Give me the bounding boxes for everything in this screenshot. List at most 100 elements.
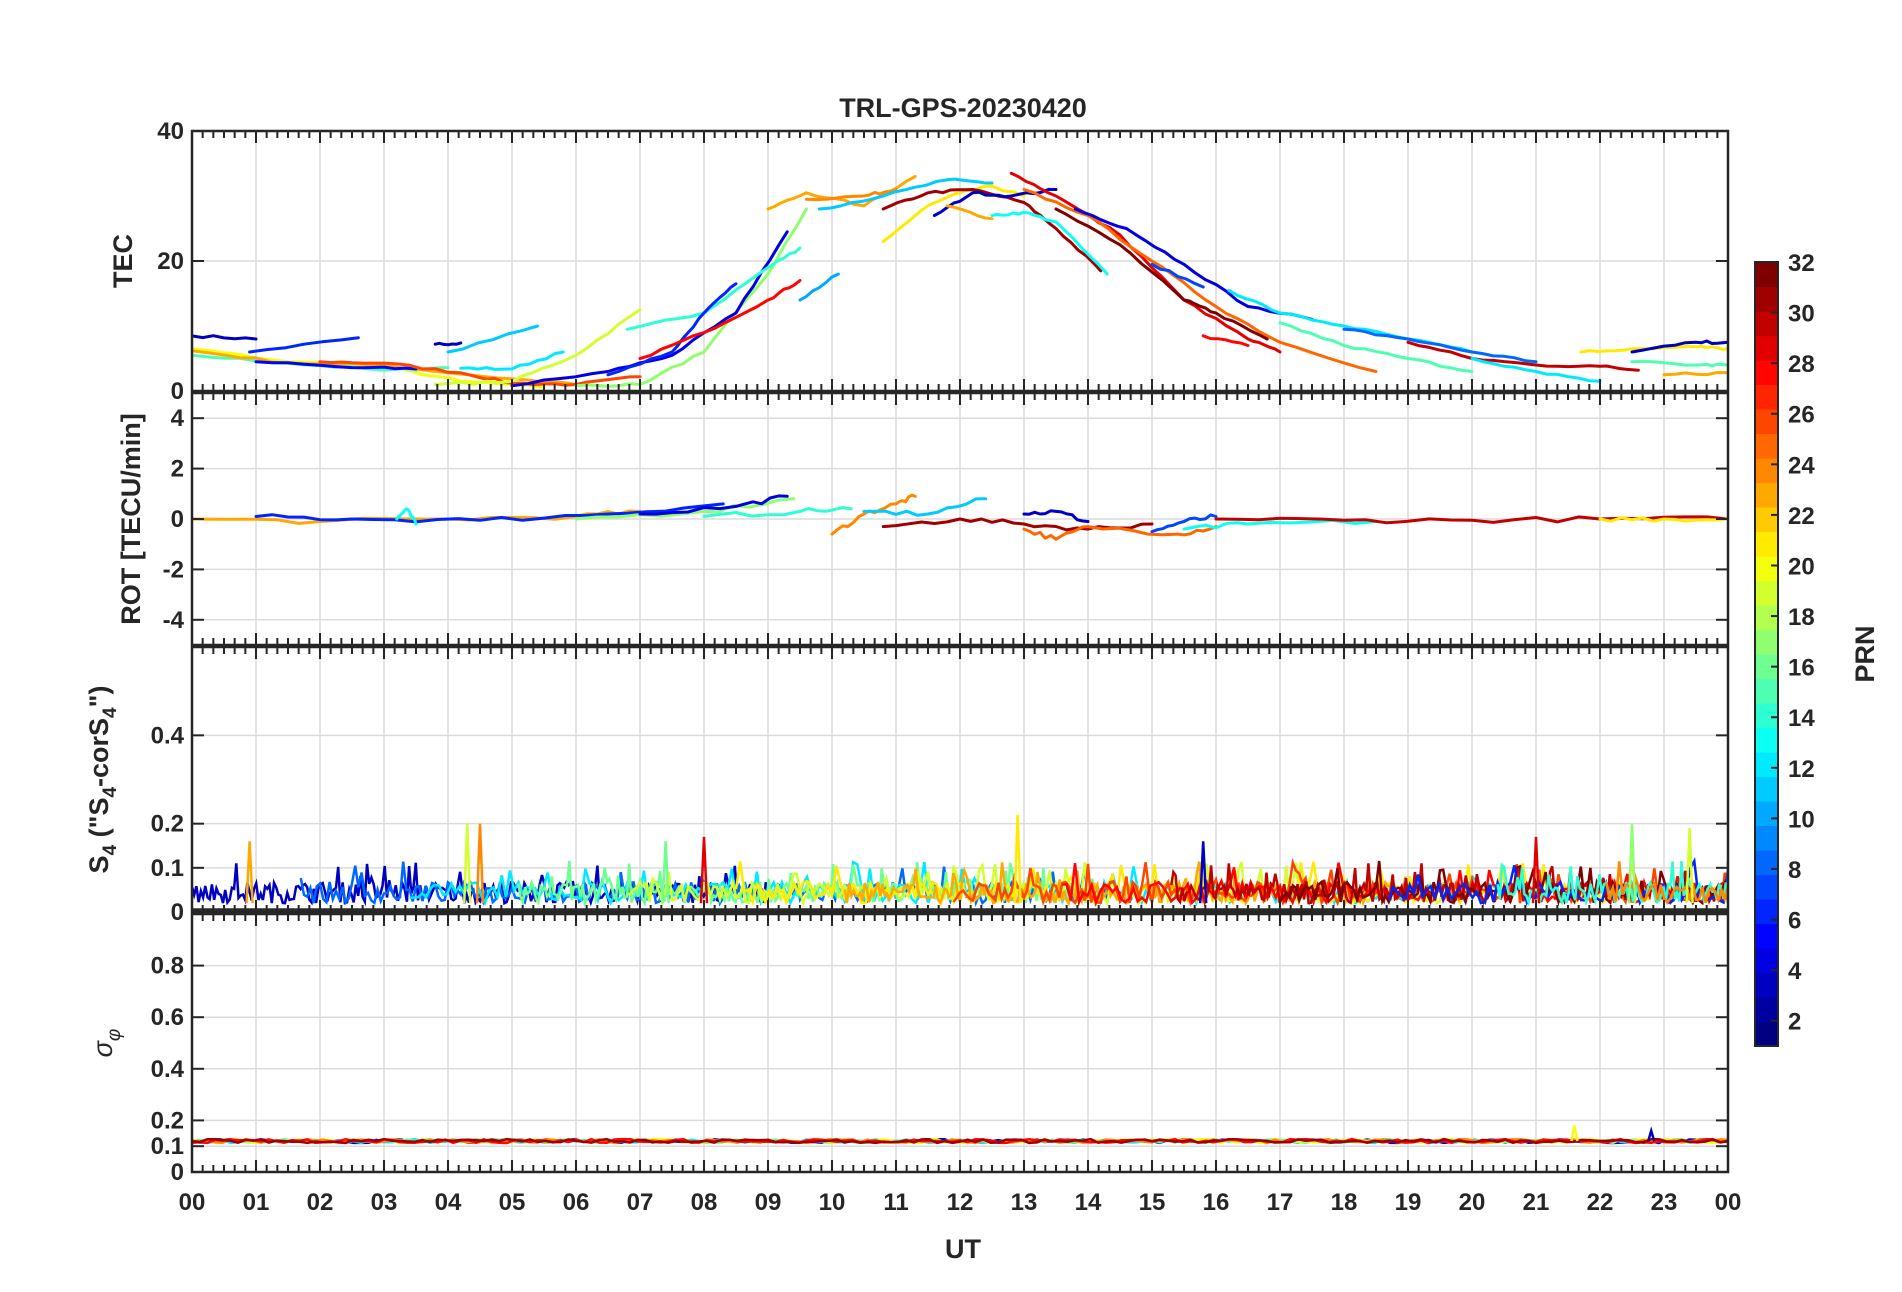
series-line-prn-32: [1054, 207, 1269, 341]
colorbar-band: [1755, 580, 1778, 606]
x-tick-label: 01: [243, 1189, 270, 1216]
colorbar-band: [1755, 360, 1778, 386]
panel-1: 0 20 40 TEC: [108, 118, 1730, 405]
series-line-prn-6: [606, 282, 738, 377]
x-tick-label: 03: [371, 1189, 398, 1216]
y-axis-label-part: σ: [88, 1039, 118, 1057]
series-group: [192, 1125, 1728, 1145]
y-tick-label: 0.6: [151, 1004, 184, 1031]
y-axis-label: S4 ("S4-corS4"): [84, 686, 121, 874]
series-line-prn-11: [862, 497, 988, 517]
colorbar-band: [1755, 874, 1778, 900]
y-axis-label: ROT [TECU/min]: [116, 413, 146, 624]
series-line-prn-8: [1342, 327, 1538, 364]
colorbar-frame: [1754, 261, 1779, 1047]
y-tick-label: 0.1: [151, 1133, 184, 1160]
colorbar-band: [1755, 678, 1778, 704]
colorbar-band: [1755, 384, 1778, 410]
panel-3: 00.10.20.4S4 ("S4-corS4"): [84, 645, 1730, 926]
series-line-prn-13: [395, 507, 418, 526]
panel-4: 00.10.2 0.4 0.6 0.8 σφ: [88, 912, 1730, 1186]
series-line-prn-26: [318, 360, 642, 387]
y-tick-label: 0: [171, 378, 184, 405]
series-line-prn-3: [433, 341, 463, 347]
y-tick-label: 40: [157, 118, 184, 145]
chart-title: TRL-GPS-20230420: [839, 93, 1087, 123]
colorbar-band: [1755, 972, 1778, 998]
colorbar-band: [1755, 997, 1778, 1023]
colorbar-band: [1755, 629, 1778, 655]
series-line-prn-21: [881, 184, 1026, 243]
x-tick-label: 23: [1651, 1189, 1678, 1216]
ticks: [191, 130, 1729, 392]
series-line-prn-25: [1022, 525, 1218, 541]
colorbar-band: [1755, 923, 1778, 949]
colorbar-band: [1755, 335, 1778, 361]
colorbar-tick-label: 16: [1788, 655, 1815, 682]
x-tick-label: 02: [307, 1189, 334, 1216]
colorbar-band: [1755, 703, 1778, 729]
x-tick-label: 07: [627, 1189, 654, 1216]
y-axis-label-part: 4: [100, 787, 121, 798]
colorbar-band: [1755, 458, 1778, 484]
series-line-prn-28: [638, 279, 802, 360]
colorbar-tick-label: 12: [1788, 756, 1815, 783]
y-tick-label: 4: [171, 405, 185, 432]
y-axis-label-part: φ: [104, 1029, 125, 1041]
y-tick-label: 0: [171, 506, 184, 533]
y-tick-label: -4: [163, 607, 185, 634]
series-line-prn-19: [433, 308, 642, 386]
colorbar-band: [1755, 752, 1778, 778]
x-tick-label: 17: [1267, 1189, 1294, 1216]
series-line-prn-7: [1150, 513, 1218, 534]
x-tick-label: 22: [1587, 1189, 1614, 1216]
colorbar-tick-label: 2: [1788, 1009, 1801, 1036]
panel-2: -4 -2 0 2 4 ROT [TECU/min]: [116, 391, 1730, 647]
colorbar-band: [1755, 850, 1778, 876]
y-tick-label: 0.4: [151, 1056, 185, 1083]
series-line-prn-4: [638, 494, 789, 516]
y-tick-label: 20: [157, 248, 184, 275]
y-axis-label: TEC: [108, 234, 138, 288]
peak-prn-3: [1646, 1126, 1656, 1142]
x-tick-label: 11: [883, 1189, 908, 1216]
colorbar-band: [1755, 262, 1778, 288]
peak-prn-24: [475, 823, 485, 904]
colorbar-band: [1755, 556, 1778, 582]
colorbar-band: [1755, 409, 1778, 435]
colorbar-tick-label: 4: [1788, 958, 1802, 985]
y-axis-label-part: ("S: [84, 798, 114, 845]
series-line-prn-3: [192, 334, 258, 341]
peak-prn-29: [699, 836, 709, 904]
ticks: [191, 393, 1729, 645]
peak-prn-3: [1198, 841, 1208, 904]
x-tick-label: 05: [499, 1189, 526, 1216]
x-tick-label: 13: [1011, 1189, 1038, 1216]
colorbar-tick-label: 8: [1788, 857, 1801, 884]
x-tick-label: 20: [1459, 1189, 1486, 1216]
colorbar-tick-label: 10: [1788, 806, 1815, 833]
y-tick-label: 0: [171, 899, 184, 926]
colorbar-tick-label: 30: [1788, 301, 1815, 328]
series-line-prn-29: [1009, 171, 1282, 354]
y-tick-label: 2: [171, 456, 184, 483]
peak-prn-17: [1627, 823, 1637, 904]
series-line-prn-12: [459, 350, 565, 371]
y-axis-label: σφ: [88, 1029, 125, 1058]
y-tick-label: 0.1: [151, 855, 184, 882]
colorbar-band: [1755, 899, 1778, 925]
x-tick-label: 12: [947, 1189, 974, 1216]
x-tick-label: 06: [563, 1189, 590, 1216]
colorbar-band: [1755, 433, 1778, 459]
colorbar-tick-label: 6: [1788, 908, 1801, 935]
series-line-prn-6: [1387, 857, 1728, 907]
series-line-prn-14: [1496, 861, 1728, 908]
x-tick-label: 14: [1075, 1189, 1102, 1216]
series-line-prn-6: [248, 336, 360, 354]
x-axis-label: UT: [945, 1234, 981, 1264]
series-line-prn-4: [1073, 207, 1314, 321]
ticks: [191, 647, 1729, 913]
series-group: [192, 171, 1728, 389]
y-tick-label: 0.2: [151, 1107, 184, 1134]
